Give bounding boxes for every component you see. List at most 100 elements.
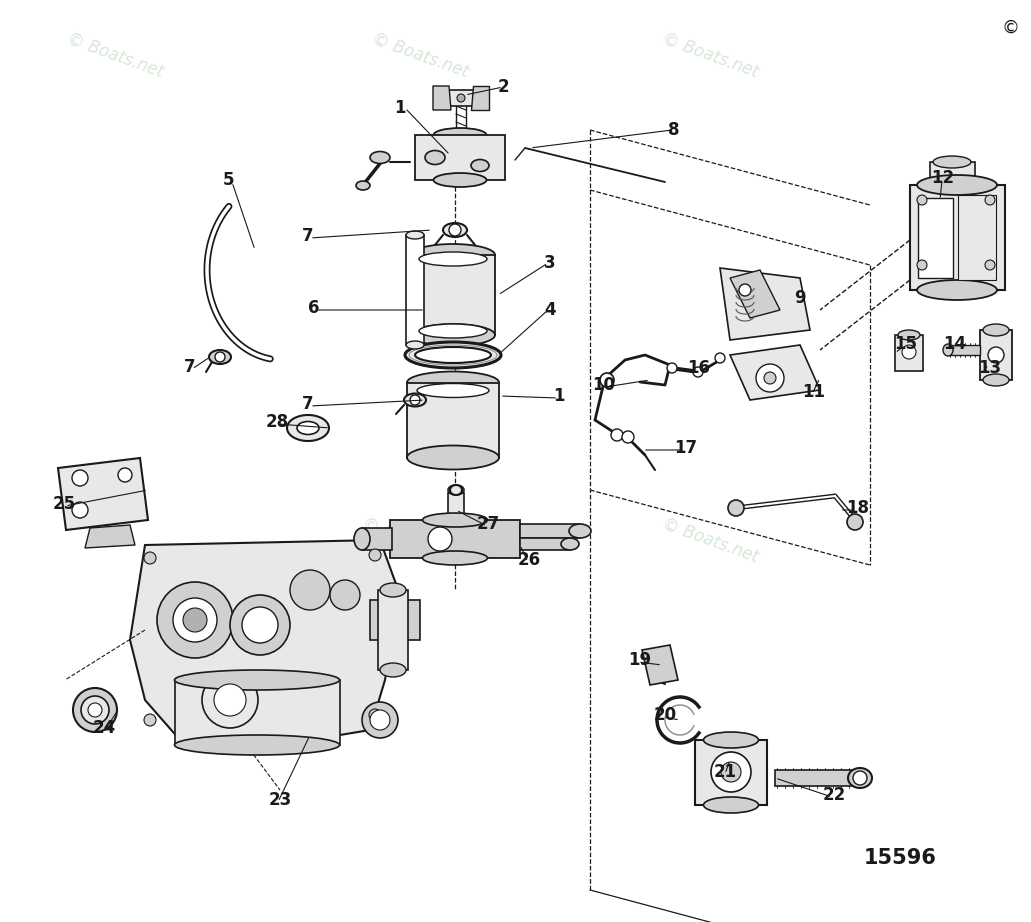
- Text: 16: 16: [688, 359, 710, 377]
- Ellipse shape: [404, 394, 426, 407]
- Polygon shape: [730, 270, 780, 318]
- Polygon shape: [58, 458, 148, 530]
- Circle shape: [716, 353, 725, 363]
- Circle shape: [611, 429, 623, 441]
- Circle shape: [369, 549, 381, 561]
- Text: 5: 5: [223, 171, 234, 189]
- Text: 3: 3: [544, 254, 556, 272]
- Bar: [406, 235, 424, 345]
- Circle shape: [457, 94, 465, 102]
- Text: 28: 28: [265, 413, 289, 431]
- Circle shape: [917, 195, 927, 205]
- Ellipse shape: [411, 324, 495, 346]
- Circle shape: [448, 224, 461, 236]
- Bar: [411, 255, 495, 335]
- Polygon shape: [433, 86, 451, 110]
- Ellipse shape: [209, 350, 231, 364]
- Text: ©: ©: [1001, 19, 1019, 37]
- Circle shape: [756, 364, 784, 392]
- Text: © Boats.net: © Boats.net: [64, 30, 166, 81]
- Circle shape: [369, 709, 381, 721]
- Ellipse shape: [407, 445, 499, 469]
- Circle shape: [622, 431, 634, 443]
- Text: © Boats.net: © Boats.net: [660, 30, 761, 81]
- Bar: [947, 345, 980, 355]
- Ellipse shape: [380, 583, 406, 597]
- Text: 14: 14: [943, 335, 967, 353]
- Ellipse shape: [297, 421, 319, 434]
- Polygon shape: [730, 345, 820, 400]
- Text: 12: 12: [931, 169, 955, 187]
- Ellipse shape: [471, 160, 489, 171]
- Ellipse shape: [933, 156, 971, 168]
- Text: 7: 7: [302, 395, 313, 413]
- Circle shape: [72, 470, 88, 486]
- Bar: [895, 335, 923, 371]
- Text: 20: 20: [654, 706, 676, 724]
- Circle shape: [88, 703, 102, 717]
- Ellipse shape: [443, 223, 467, 237]
- Bar: [930, 162, 975, 190]
- Ellipse shape: [419, 252, 487, 266]
- Ellipse shape: [174, 670, 339, 690]
- Ellipse shape: [406, 231, 424, 239]
- Circle shape: [173, 598, 217, 642]
- Bar: [910, 185, 1005, 290]
- Polygon shape: [720, 268, 810, 340]
- Text: 2: 2: [497, 78, 509, 96]
- Polygon shape: [642, 645, 678, 685]
- Circle shape: [144, 714, 156, 726]
- Bar: [980, 330, 1012, 380]
- Ellipse shape: [569, 524, 591, 538]
- Text: 26: 26: [518, 551, 540, 569]
- Ellipse shape: [407, 372, 499, 394]
- Text: 6: 6: [308, 299, 320, 317]
- Polygon shape: [85, 525, 135, 548]
- Bar: [407, 383, 499, 457]
- Bar: [448, 493, 464, 523]
- Ellipse shape: [405, 342, 501, 368]
- Text: 9: 9: [794, 289, 806, 307]
- Circle shape: [202, 672, 258, 728]
- Circle shape: [847, 514, 863, 530]
- Text: 17: 17: [674, 439, 698, 457]
- Ellipse shape: [287, 415, 329, 441]
- Circle shape: [214, 684, 246, 716]
- Text: 27: 27: [476, 515, 500, 533]
- Circle shape: [118, 468, 132, 482]
- Text: 15596: 15596: [864, 848, 936, 868]
- Bar: [175, 680, 340, 745]
- Circle shape: [693, 367, 703, 377]
- Ellipse shape: [406, 341, 424, 349]
- Bar: [378, 590, 408, 670]
- Ellipse shape: [425, 150, 445, 164]
- Circle shape: [853, 771, 867, 785]
- Circle shape: [988, 347, 1004, 363]
- Ellipse shape: [917, 175, 997, 195]
- Polygon shape: [471, 86, 489, 110]
- Circle shape: [721, 762, 741, 782]
- Circle shape: [362, 702, 398, 738]
- Text: © Boats.net: © Boats.net: [660, 514, 761, 566]
- Circle shape: [182, 608, 207, 632]
- Text: 8: 8: [668, 121, 679, 139]
- Ellipse shape: [174, 735, 339, 755]
- Bar: [415, 135, 505, 180]
- Circle shape: [144, 552, 156, 564]
- Circle shape: [73, 688, 117, 732]
- Ellipse shape: [354, 528, 370, 550]
- Circle shape: [330, 580, 360, 610]
- Circle shape: [764, 372, 776, 384]
- Ellipse shape: [380, 663, 406, 677]
- Bar: [695, 740, 767, 805]
- Ellipse shape: [417, 384, 489, 397]
- Ellipse shape: [433, 128, 487, 142]
- Ellipse shape: [917, 280, 997, 300]
- Circle shape: [985, 195, 995, 205]
- Ellipse shape: [849, 768, 872, 788]
- Ellipse shape: [898, 330, 920, 340]
- Ellipse shape: [423, 513, 488, 527]
- Ellipse shape: [423, 551, 488, 565]
- Text: 25: 25: [53, 495, 75, 513]
- Text: 18: 18: [846, 499, 869, 517]
